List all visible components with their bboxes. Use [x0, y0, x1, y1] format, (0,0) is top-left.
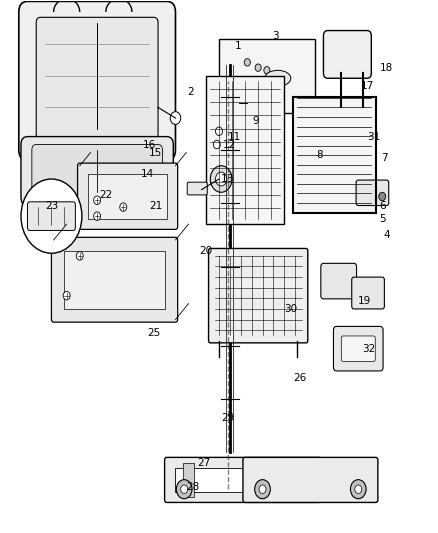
Text: 18: 18: [380, 63, 393, 72]
Circle shape: [210, 166, 232, 192]
Circle shape: [94, 212, 101, 220]
Bar: [176, 468, 311, 492]
Text: 5: 5: [379, 214, 385, 224]
FancyBboxPatch shape: [352, 277, 385, 309]
Text: 32: 32: [363, 344, 376, 354]
Text: 21: 21: [149, 200, 162, 211]
Ellipse shape: [265, 70, 291, 86]
FancyBboxPatch shape: [21, 136, 173, 206]
Text: 26: 26: [293, 373, 306, 383]
FancyBboxPatch shape: [356, 180, 389, 206]
Circle shape: [379, 192, 386, 201]
Text: 16: 16: [143, 140, 156, 150]
FancyBboxPatch shape: [78, 163, 178, 229]
Bar: [293, 97, 376, 214]
Circle shape: [255, 64, 261, 71]
Text: 25: 25: [147, 328, 160, 338]
Text: 4: 4: [383, 230, 390, 240]
Circle shape: [21, 179, 82, 253]
Circle shape: [177, 480, 192, 499]
FancyBboxPatch shape: [19, 2, 176, 160]
Circle shape: [244, 59, 251, 66]
Text: 1: 1: [235, 42, 242, 52]
FancyBboxPatch shape: [243, 457, 378, 503]
Text: 23: 23: [45, 200, 58, 211]
FancyBboxPatch shape: [333, 326, 383, 371]
Text: 31: 31: [367, 132, 380, 142]
Bar: [184, 463, 194, 497]
FancyBboxPatch shape: [51, 237, 178, 322]
Circle shape: [294, 480, 310, 499]
Circle shape: [298, 485, 305, 494]
Bar: [64, 251, 165, 309]
FancyBboxPatch shape: [208, 248, 308, 343]
Circle shape: [259, 485, 266, 494]
Text: 11: 11: [228, 132, 241, 142]
Circle shape: [120, 203, 127, 212]
Text: 15: 15: [149, 148, 162, 158]
Text: 6: 6: [379, 200, 385, 211]
FancyBboxPatch shape: [187, 182, 207, 195]
Text: 30: 30: [284, 304, 297, 314]
FancyBboxPatch shape: [323, 30, 371, 78]
Bar: [292, 463, 303, 497]
FancyBboxPatch shape: [165, 457, 321, 503]
FancyBboxPatch shape: [28, 202, 75, 230]
Text: 9: 9: [253, 116, 259, 126]
Text: 3: 3: [272, 31, 279, 41]
Text: 22: 22: [99, 190, 113, 200]
Circle shape: [213, 140, 220, 149]
Text: 14: 14: [141, 169, 154, 179]
Text: 17: 17: [360, 81, 374, 91]
Text: 29: 29: [221, 413, 234, 423]
Circle shape: [215, 172, 227, 186]
Circle shape: [181, 485, 187, 494]
Circle shape: [355, 485, 362, 494]
Bar: [206, 76, 284, 224]
Text: 28: 28: [186, 481, 200, 491]
Text: 2: 2: [187, 86, 194, 96]
Circle shape: [264, 67, 270, 74]
FancyBboxPatch shape: [32, 144, 162, 198]
Text: 12: 12: [223, 140, 237, 150]
Circle shape: [170, 112, 181, 124]
FancyBboxPatch shape: [36, 17, 158, 139]
Circle shape: [350, 480, 366, 499]
Text: 27: 27: [197, 458, 210, 467]
Circle shape: [63, 292, 70, 300]
Circle shape: [76, 252, 83, 260]
Text: 20: 20: [199, 246, 212, 256]
Text: 7: 7: [381, 153, 388, 163]
Text: 8: 8: [316, 150, 322, 160]
Circle shape: [215, 127, 223, 135]
Text: 19: 19: [358, 296, 371, 306]
Circle shape: [94, 196, 101, 205]
Text: 13: 13: [221, 174, 234, 184]
FancyBboxPatch shape: [341, 336, 375, 361]
FancyBboxPatch shape: [321, 263, 357, 299]
Polygon shape: [219, 38, 315, 113]
Circle shape: [254, 480, 270, 499]
Bar: [88, 174, 167, 219]
